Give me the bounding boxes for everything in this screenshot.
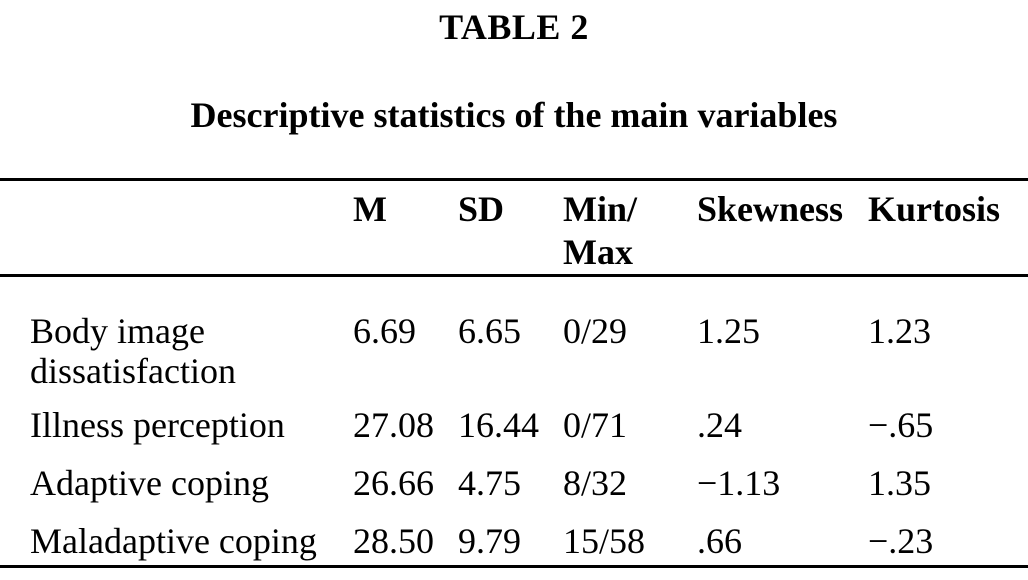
cell-kurtosis: 1.35 [868, 463, 931, 503]
table-row-body-image-dissatisfaction: Body image dissatisfaction 6.69 6.65 0/2… [0, 276, 1028, 392]
header-min-max: Min/ Max [563, 189, 638, 272]
header-variable [0, 180, 353, 276]
cell-kurtosis: 1.23 [868, 311, 931, 351]
cell-sd: 16.44 [458, 405, 539, 445]
cell-kurtosis: −.23 [868, 521, 934, 561]
cell-skewness: −1.13 [697, 463, 781, 503]
cell-mean: 27.08 [353, 405, 434, 445]
document-page: TABLE 2 Descriptive statistics of the ma… [0, 4, 1028, 580]
cell-sd: 4.75 [458, 463, 521, 503]
table-body: Body image dissatisfaction 6.69 6.65 0/2… [0, 276, 1028, 567]
header-mean: M [353, 189, 387, 229]
cell-mean: 26.66 [353, 463, 434, 503]
cell-sd: 6.65 [458, 311, 521, 351]
cell-min-max: 15/58 [563, 521, 646, 561]
cell-variable: Illness perception [30, 405, 285, 445]
cell-variable: Maladaptive coping [30, 521, 317, 561]
cell-min-max: 0/29 [563, 311, 628, 351]
cell-min-max: 0/71 [563, 405, 628, 445]
cell-sd: 9.79 [458, 521, 521, 561]
table-row-adaptive-coping: Adaptive coping 26.66 4.75 8/32 −1.13 1.… [0, 449, 1028, 507]
cell-mean: 6.69 [353, 311, 416, 351]
header-sd: SD [458, 189, 505, 229]
cell-variable: Adaptive coping [30, 463, 269, 503]
table-caption: Descriptive statistics of the main varia… [190, 95, 838, 135]
cell-min-max: 8/32 [563, 463, 628, 503]
cell-mean: 28.50 [353, 521, 434, 561]
table-row-illness-perception: Illness perception 27.08 16.44 0/71 .24 … [0, 391, 1028, 449]
table-row-maladaptive-coping: Maladaptive coping 28.50 9.79 15/58 .66 … [0, 507, 1028, 567]
header-kurtosis: Kurtosis [868, 189, 1001, 229]
header-row: M SD Min/ Max Skewness Kurtosis [0, 180, 1028, 276]
cell-skewness: .66 [697, 521, 742, 561]
cell-skewness: 1.25 [697, 311, 760, 351]
cell-skewness: .24 [697, 405, 742, 445]
table-header: M SD Min/ Max Skewness Kurtosis [0, 180, 1028, 276]
cell-variable: Body image dissatisfaction [30, 311, 236, 391]
descriptive-statistics-table: M SD Min/ Max Skewness Kurtosis Body ima… [0, 178, 1028, 568]
cell-kurtosis: −.65 [868, 405, 934, 445]
table-number-heading: TABLE 2 [439, 7, 589, 47]
header-skewness: Skewness [697, 189, 844, 229]
